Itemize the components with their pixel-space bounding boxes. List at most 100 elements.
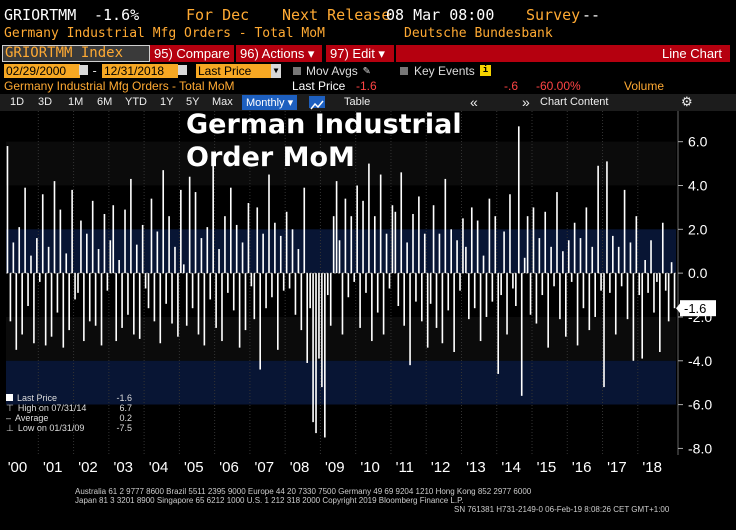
bar bbox=[465, 246, 467, 274]
bar bbox=[27, 273, 29, 307]
edit-button[interactable]: 97) Edit ▾ bbox=[326, 45, 394, 62]
key-events-label[interactable]: Key Events bbox=[414, 64, 475, 78]
bar bbox=[335, 181, 338, 274]
frequency-select[interactable]: Monthly ▾ bbox=[242, 95, 298, 110]
bar bbox=[44, 273, 47, 346]
bar bbox=[177, 273, 179, 337]
bar bbox=[617, 246, 620, 274]
range-6m[interactable]: 6M bbox=[97, 96, 113, 108]
range-bar: 1D 3D 1M 6M YTD 1Y 5Y Max Monthly ▾ Tabl… bbox=[0, 94, 736, 111]
legend-label: Average bbox=[15, 413, 49, 423]
line-chart-icon[interactable] bbox=[309, 96, 325, 110]
bar bbox=[623, 189, 626, 274]
range-1m[interactable]: 1M bbox=[68, 96, 84, 108]
legend-average: – Average 0.2 bbox=[6, 413, 136, 423]
x-tick-label: '06 bbox=[219, 459, 239, 476]
bar bbox=[41, 194, 44, 274]
chart-band bbox=[6, 360, 676, 405]
bar bbox=[212, 165, 214, 274]
security-input[interactable]: GRIORTMM Index bbox=[2, 45, 150, 62]
bar bbox=[629, 242, 632, 274]
bar bbox=[497, 273, 500, 374]
bar bbox=[100, 273, 103, 346]
actions-button[interactable]: 96) Actions ▾ bbox=[236, 45, 322, 62]
bar bbox=[553, 273, 555, 287]
volume-label: Volume bbox=[624, 79, 665, 93]
legend-label: Low on 01/31/09 bbox=[17, 423, 85, 433]
key-events-checkbox[interactable] bbox=[400, 67, 408, 75]
calendar-icon[interactable] bbox=[178, 65, 187, 75]
bar bbox=[162, 170, 165, 274]
chart-band bbox=[6, 316, 676, 361]
range-ytd[interactable]: YTD bbox=[125, 96, 147, 108]
bar bbox=[591, 246, 594, 274]
chevron-left-icon[interactable]: « bbox=[470, 94, 478, 110]
bar bbox=[277, 273, 279, 350]
bar bbox=[426, 273, 429, 348]
chevron-down-icon[interactable]: ▼ bbox=[271, 64, 281, 78]
bar bbox=[661, 222, 664, 274]
bar bbox=[235, 224, 238, 274]
bar bbox=[253, 273, 256, 320]
next-release-value: 08 Mar 08:00 bbox=[386, 6, 495, 24]
bar bbox=[488, 198, 491, 274]
bar bbox=[133, 273, 135, 335]
bar bbox=[174, 246, 176, 274]
bar bbox=[620, 273, 623, 287]
bar bbox=[362, 200, 364, 274]
bar bbox=[368, 163, 370, 274]
range-1y[interactable]: 1Y bbox=[160, 96, 174, 108]
series-name: Germany Industrial Mfg Orders - Total Mo… bbox=[4, 26, 325, 41]
bar bbox=[659, 273, 661, 353]
legend-label: High on 07/31/14 bbox=[17, 403, 87, 413]
bar bbox=[612, 235, 614, 274]
bar bbox=[538, 238, 541, 274]
chart-content-button[interactable]: Chart Content bbox=[540, 96, 609, 108]
range-max[interactable]: Max bbox=[212, 96, 233, 108]
bar bbox=[297, 249, 300, 274]
legend-value: 0.2 bbox=[119, 413, 132, 423]
y-tick-label: -4.0 bbox=[688, 353, 712, 369]
x-tick-label: '14 bbox=[501, 459, 521, 476]
field-select[interactable]: Last Price bbox=[196, 64, 274, 78]
bar bbox=[6, 146, 9, 274]
bar bbox=[468, 273, 470, 320]
mov-avgs-checkbox[interactable] bbox=[293, 67, 301, 75]
bar bbox=[567, 240, 570, 274]
bar bbox=[206, 227, 209, 274]
bar bbox=[135, 244, 138, 274]
compare-button[interactable]: 95) Compare bbox=[150, 45, 234, 62]
calendar-icon[interactable] bbox=[79, 65, 88, 75]
chevron-right-icon[interactable]: » bbox=[522, 94, 530, 110]
bar bbox=[432, 205, 435, 274]
bar bbox=[288, 273, 291, 289]
range-5y[interactable]: 5Y bbox=[186, 96, 200, 108]
start-date-field[interactable]: 02/29/2000 bbox=[4, 64, 80, 78]
bar bbox=[365, 273, 367, 293]
info-icon[interactable]: i bbox=[480, 65, 491, 76]
bar bbox=[312, 273, 314, 423]
next-release-label: Next Release bbox=[282, 6, 391, 24]
bar bbox=[644, 259, 646, 274]
table-button[interactable]: Table bbox=[344, 96, 371, 108]
bar bbox=[315, 273, 317, 434]
bar bbox=[165, 273, 167, 304]
end-date-field[interactable]: 12/31/2018 bbox=[102, 64, 178, 78]
bar bbox=[570, 273, 573, 282]
mov-avgs-label[interactable]: Mov Avgs bbox=[306, 64, 358, 78]
pencil-icon[interactable]: ✎ bbox=[363, 63, 371, 77]
bar bbox=[12, 242, 15, 274]
range-1d[interactable]: 1D bbox=[10, 96, 25, 108]
gear-icon[interactable]: ⚙ bbox=[681, 94, 693, 109]
x-tick-label: '05 bbox=[184, 459, 204, 476]
bar bbox=[656, 273, 658, 282]
date-separator: - bbox=[91, 64, 99, 78]
chart-type-button[interactable]: Line Chart bbox=[396, 45, 730, 62]
bar bbox=[36, 238, 38, 274]
bar bbox=[318, 273, 320, 359]
change-percent: -60.00% bbox=[536, 79, 581, 93]
bar bbox=[415, 273, 417, 302]
range-3d[interactable]: 3D bbox=[38, 96, 53, 108]
bar bbox=[329, 273, 332, 326]
